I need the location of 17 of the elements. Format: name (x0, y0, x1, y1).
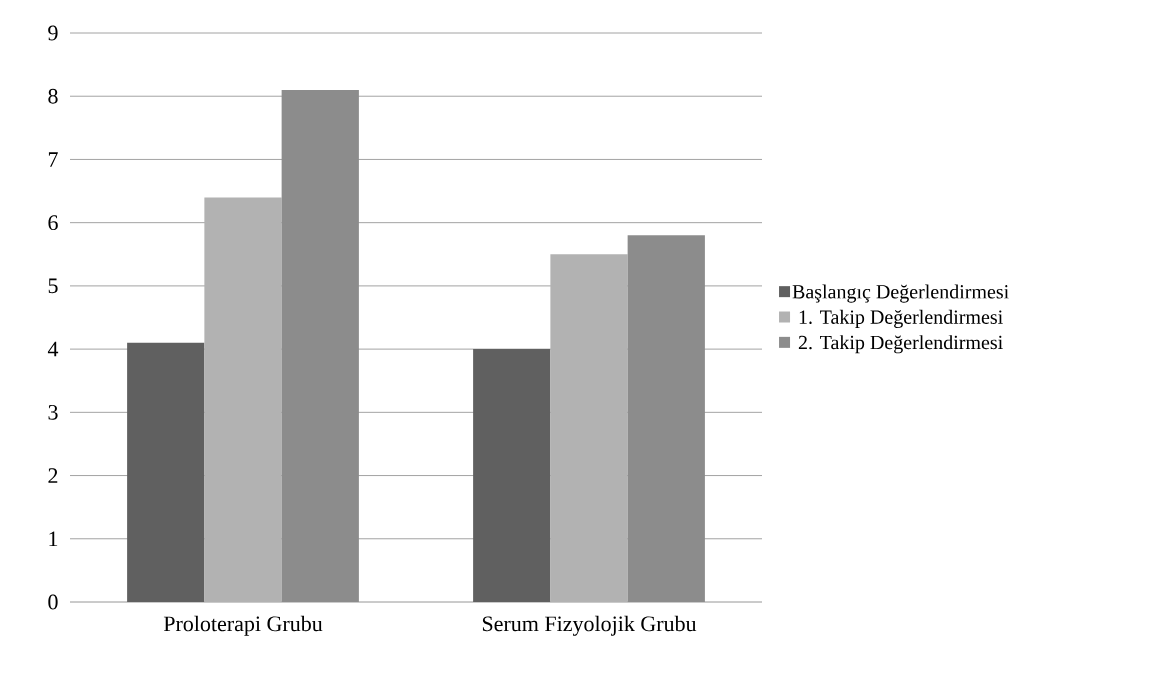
y-tick-label: 7 (48, 152, 58, 167)
y-tick-label: 2 (48, 468, 58, 483)
y-tick-label: 8 (48, 88, 58, 104)
y-tick-label: 1 (49, 531, 58, 547)
y-tick-label: 6 (48, 215, 58, 231)
y-tick-label: 4 (47, 341, 59, 357)
legend-label: Başlangıç Değerlendirmesi (792, 284, 1009, 303)
y-tick-label: 0 (48, 594, 58, 610)
y-tick-label: 3 (48, 404, 58, 420)
bar (473, 349, 551, 602)
legend-label: 2. Takip Değerlendirmesi (798, 335, 1003, 354)
x-tick-label: Serum Fizyolojik Grubu (482, 615, 697, 636)
legend-label: 1. Takip Değerlendirmesi (799, 309, 1003, 329)
y-tick-label: 5 (48, 278, 58, 294)
bar (127, 342, 205, 602)
y-tick-label: 9 (48, 25, 58, 41)
x-tick-label: Proloterapi Grubu (163, 615, 323, 636)
